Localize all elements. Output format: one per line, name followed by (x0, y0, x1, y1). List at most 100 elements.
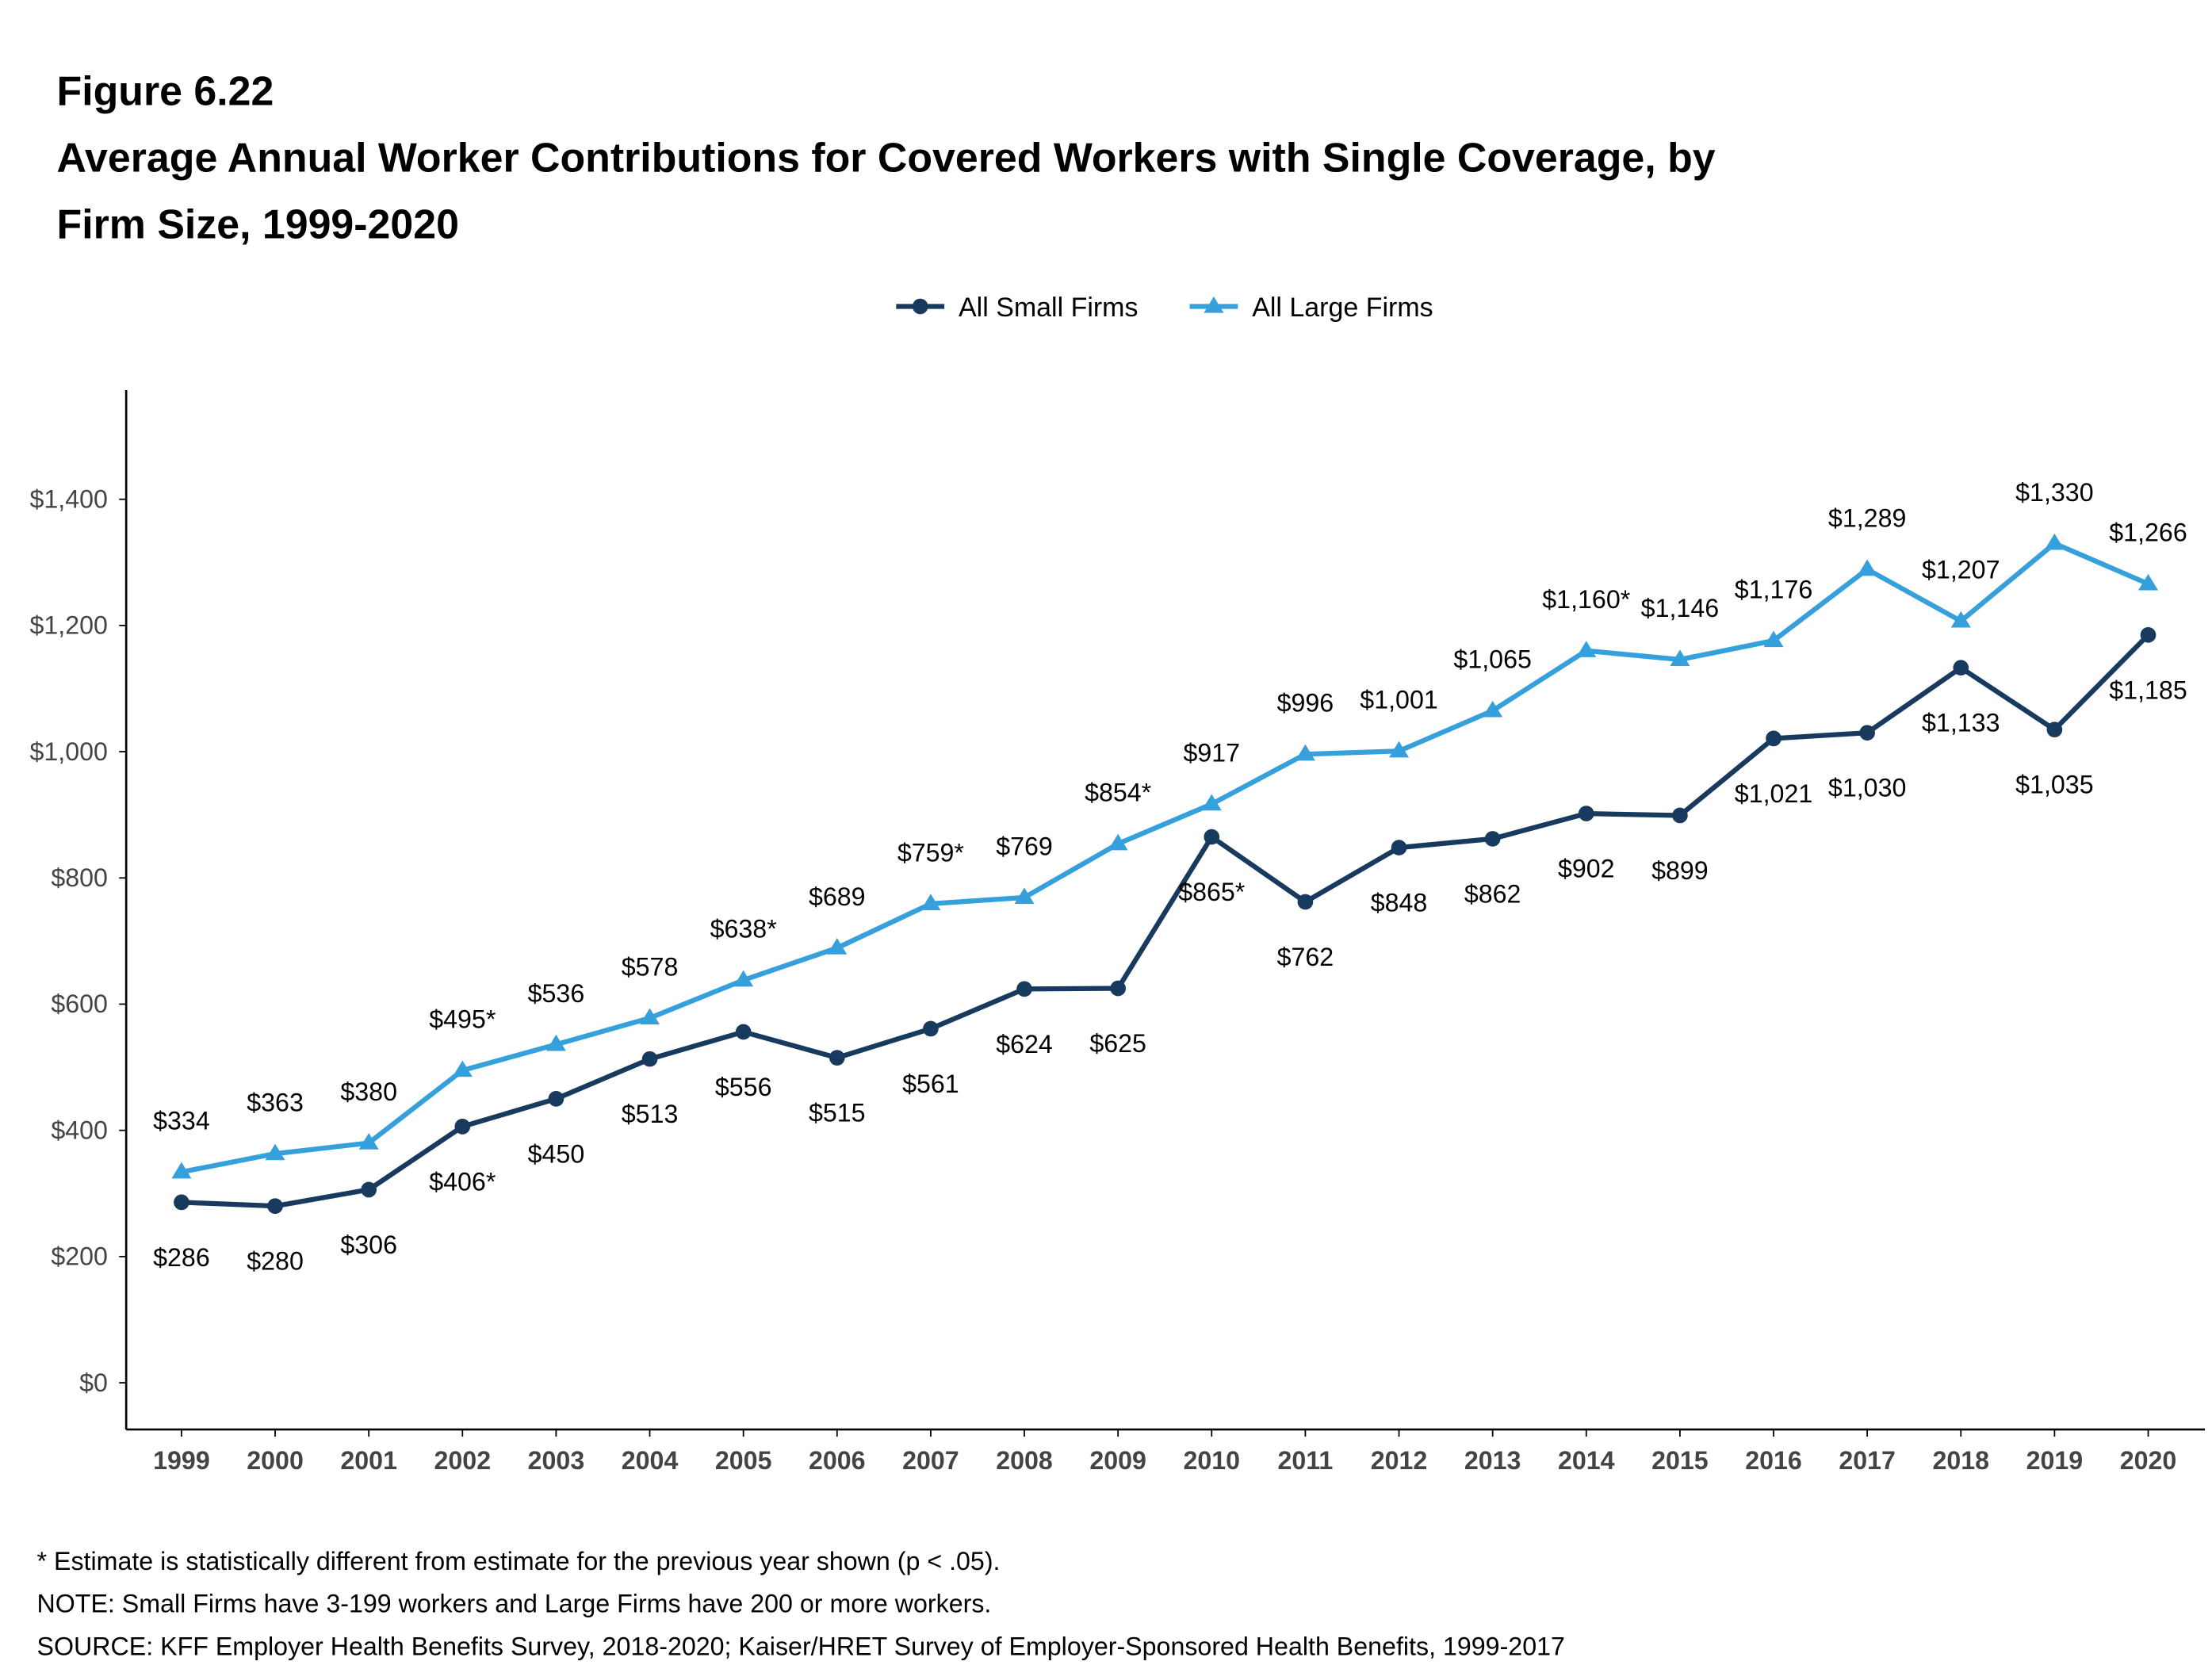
x-tick-label: 2004 (622, 1446, 679, 1475)
x-tick-label: 2016 (1745, 1446, 1802, 1475)
point (267, 1198, 283, 1215)
legend-label: All Small Firms (959, 293, 1138, 323)
footnote: * Estimate is statistically different fr… (37, 1547, 1001, 1575)
point (1672, 807, 1688, 824)
data-label: $513 (622, 1100, 679, 1128)
point (545, 1034, 566, 1051)
footnote: NOTE: Small Firms have 3-199 workers and… (37, 1590, 992, 1618)
data-label: $854* (1085, 779, 1152, 807)
point (2138, 573, 2159, 591)
x-tick-label: 2015 (1651, 1446, 1709, 1475)
point (733, 970, 754, 987)
x-tick-label: 2001 (340, 1446, 397, 1475)
chart-title: Average Annual Worker Contributions for … (57, 135, 1716, 247)
data-label: $689 (809, 882, 866, 911)
y-tick-label: $1,400 (29, 484, 107, 513)
point (548, 1091, 564, 1107)
point (1857, 559, 1877, 576)
point (1578, 806, 1594, 821)
data-label: $865* (1178, 878, 1246, 906)
data-label: $334 (153, 1107, 210, 1135)
point (1201, 794, 1222, 811)
x-tick-label: 2019 (2026, 1446, 2084, 1475)
data-label: $848 (1371, 889, 1428, 917)
data-label: $625 (1089, 1029, 1146, 1058)
figure-label: Figure 6.22 (57, 68, 274, 114)
point (358, 1133, 379, 1150)
point (1110, 980, 1126, 997)
x-tick-label: 2009 (1089, 1446, 1146, 1475)
point (827, 938, 848, 955)
data-label: $902 (1558, 855, 1615, 883)
point (1295, 744, 1315, 761)
x-tick-label: 2008 (996, 1446, 1053, 1475)
point (265, 1143, 285, 1161)
point (171, 1162, 192, 1179)
point (1016, 981, 1032, 997)
x-tick-label: 2005 (715, 1446, 772, 1475)
data-label: $556 (715, 1073, 772, 1101)
series-line (181, 633, 2150, 1209)
x-tick-label: 2011 (1277, 1446, 1333, 1475)
legend-label: All Large Firms (1252, 293, 1433, 323)
point (454, 1119, 471, 1135)
data-label: $1,176 (1735, 575, 1812, 603)
data-label: $996 (1277, 689, 1334, 718)
data-label: $450 (528, 1139, 585, 1168)
y-tick-label: $200 (51, 1242, 108, 1271)
x-tick-label: 2000 (247, 1446, 304, 1475)
data-label: $380 (340, 1077, 397, 1106)
data-label: $578 (622, 952, 679, 981)
y-tick-label: $400 (51, 1116, 108, 1144)
data-label: $1,030 (1828, 774, 1906, 802)
point (1859, 725, 1875, 741)
data-label: $1,207 (1922, 556, 2000, 584)
point (2140, 626, 2157, 643)
series-line (181, 541, 2149, 1175)
data-label: $515 (809, 1099, 866, 1127)
x-tick-label: 2014 (1558, 1446, 1615, 1475)
x-tick-label: 2007 (902, 1446, 959, 1475)
data-label: $286 (153, 1243, 210, 1272)
y-tick-label: $1,200 (29, 611, 107, 640)
point (1670, 649, 1690, 667)
data-label: $1,021 (1735, 779, 1812, 808)
point (1576, 641, 1597, 657)
y-tick-label: $800 (51, 863, 108, 892)
data-label: $762 (1277, 943, 1334, 971)
x-tick-label: 2003 (528, 1446, 585, 1475)
data-label: $406* (429, 1167, 496, 1196)
point (1204, 829, 1220, 845)
data-label: $495* (429, 1005, 496, 1033)
point (640, 1008, 660, 1025)
point (829, 1050, 845, 1066)
footnote: SOURCE: KFF Employer Health Benefits Sur… (37, 1632, 1565, 1660)
data-label: $638* (710, 915, 778, 944)
x-tick-label: 2013 (1464, 1446, 1521, 1475)
x-tick-label: 2010 (1183, 1446, 1240, 1475)
point (1763, 630, 1784, 648)
data-label: $1,160* (1542, 585, 1630, 614)
data-label: $917 (1183, 738, 1240, 767)
point (1953, 660, 1969, 676)
x-tick-label: 2012 (1371, 1446, 1428, 1475)
data-label: $862 (1464, 879, 1521, 908)
point (923, 1020, 939, 1037)
data-label: $1,001 (1360, 686, 1437, 714)
data-label: $769 (996, 832, 1053, 860)
point (1297, 894, 1314, 910)
point (920, 894, 941, 911)
data-label: $1,330 (2015, 478, 2093, 507)
point (1483, 700, 1503, 718)
point (641, 1051, 658, 1067)
data-label: $1,185 (2109, 676, 2187, 704)
data-label: $363 (247, 1088, 304, 1116)
x-tick-label: 2002 (434, 1446, 491, 1475)
data-label: $280 (247, 1247, 304, 1276)
point (912, 298, 928, 315)
y-tick-label: $0 (79, 1368, 108, 1397)
point (735, 1024, 752, 1040)
point (1204, 296, 1224, 313)
